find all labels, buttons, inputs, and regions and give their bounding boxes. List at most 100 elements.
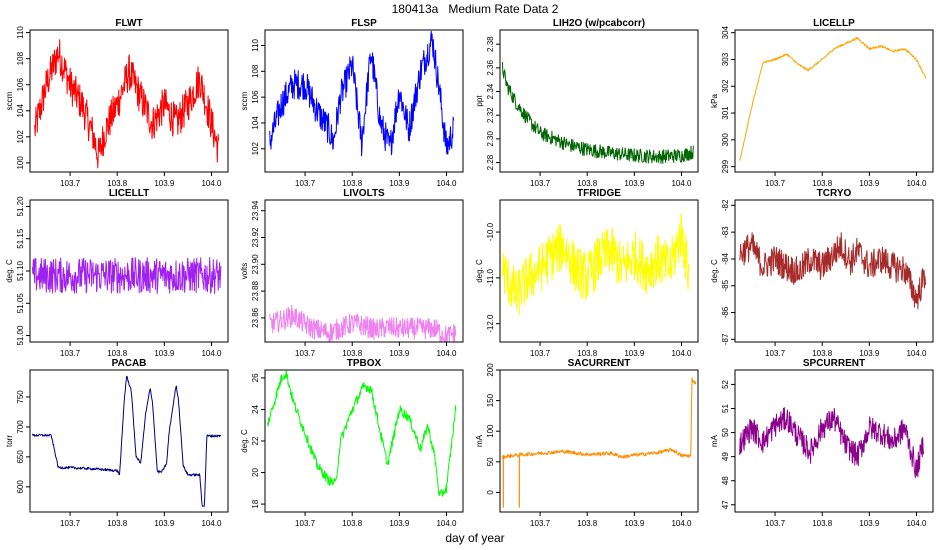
y-axis-label: deg. C: [710, 259, 719, 283]
y-tick-label: 110: [251, 39, 260, 52]
x-tick-label: 103.8: [342, 519, 363, 528]
data-series-line: [501, 377, 697, 459]
x-tick-label: 103.8: [107, 349, 128, 358]
chart-panel-tpbox: TPBOX deg. C 103.7 103.8 103.9 104.0 18 20 22 24 2…: [240, 358, 464, 528]
y-tick-label: 700: [16, 420, 25, 434]
y-tick-label: 0: [486, 490, 495, 495]
x-tick-label: 103.9: [389, 349, 410, 358]
x-tick-label: 104.0: [201, 349, 222, 358]
y-tick-label: -86: [721, 306, 730, 318]
y-tick-label: 52: [721, 379, 730, 388]
page-title: 180413a Medium Rate Data 2: [391, 2, 559, 16]
chart-panel-flsp: FLSP sccm 103.7 103.8 103.9 104.0 102 104 106 108…: [240, 18, 464, 188]
y-axis-label: kPa: [710, 94, 719, 108]
y-tick-label: 300: [721, 133, 730, 147]
plot-frame: [499, 29, 699, 173]
chart-panel-sacurrent: SACURRENT mA 103.7 103.8 103.9 104.0 0 50 100 150…: [475, 358, 699, 528]
y-tick-label: 51.10: [16, 260, 25, 281]
x-tick-label: 103.8: [342, 349, 363, 358]
data-series-line: [269, 305, 457, 342]
chart-panel-tcryo: TCRYO deg. C 103.7 103.8 103.9 104.0 -87 -86 -85…: [710, 188, 934, 358]
x-tick-label: 103.7: [530, 349, 551, 358]
x-tick-label: 103.9: [154, 179, 175, 188]
plot-frame: [499, 369, 699, 513]
x-tick-label: 103.9: [859, 349, 880, 358]
y-tick-label: 48: [721, 476, 730, 485]
y-tick-label: 2.36: [486, 60, 495, 76]
y-axis-label: sccm: [5, 91, 14, 110]
y-tick-label: 2.28: [486, 154, 495, 170]
y-tick-label: 104: [251, 116, 260, 130]
chart-title: SPCURRENT: [803, 358, 865, 369]
y-tick-label: 100: [486, 424, 495, 438]
y-tick-label: 23.92: [251, 227, 260, 248]
x-tick-label: 104.0: [906, 349, 927, 358]
chart-title: TPBOX: [347, 358, 382, 369]
y-tick-label: -87: [721, 333, 730, 345]
x-tick-label: 103.9: [389, 519, 410, 528]
chart-title: PACAB: [112, 358, 147, 369]
y-tick-label: 51.15: [16, 228, 25, 249]
y-tick-label: 18: [251, 499, 260, 508]
y-tick-label: 50: [721, 428, 730, 437]
chart-panel-lih2o-w-pcabcorr: LIH2O (w/pcabcorr) ppt 103.7 103.8 103.9 104.…: [475, 18, 699, 188]
y-tick-label: 106: [16, 77, 25, 91]
chart-panel-licellp: LICELLP kPa 103.7 103.8 103.9 104.0 299 300 301 3…: [710, 18, 934, 188]
data-series-line: [31, 375, 222, 507]
y-axis-label: torr: [5, 435, 14, 447]
plot-frame: [264, 369, 464, 513]
chart-panel-livolts: LIVOLTS volts 103.7 103.8 103.9 104.0 23.86 23.…: [240, 188, 464, 358]
data-series-line: [739, 407, 925, 479]
y-tick-label: 108: [251, 64, 260, 78]
y-tick-label: 47: [721, 500, 730, 509]
chart-panel-pacab: PACAB torr 103.7 103.8 103.9 104.0 600 650 700 75…: [5, 358, 229, 528]
y-tick-label: 104: [16, 104, 25, 118]
y-tick-label: 23.94: [251, 200, 260, 221]
x-tick-label: 103.7: [765, 179, 786, 188]
x-tick-label: 103.8: [107, 519, 128, 528]
y-axis-label: volts: [240, 263, 249, 279]
y-tick-label: 24: [251, 404, 260, 413]
chart-title: FLWT: [115, 18, 142, 29]
y-tick-label: 650: [16, 450, 25, 464]
plot-frame: [264, 29, 464, 173]
y-axis-label: sccm: [240, 91, 249, 110]
x-tick-label: 103.8: [812, 179, 833, 188]
y-tick-label: -10.0: [486, 222, 495, 241]
data-series-line: [501, 213, 690, 316]
y-tick-label: 50: [486, 457, 495, 466]
y-axis-label: mA: [710, 434, 719, 447]
x-tick-label: 103.7: [295, 349, 316, 358]
y-tick-label: 23.90: [251, 254, 260, 275]
chart-title: LICELLP: [813, 18, 855, 29]
y-tick-label: 108: [16, 51, 25, 65]
x-tick-label: 104.0: [436, 179, 457, 188]
y-tick-label: 20: [251, 468, 260, 477]
y-tick-label: 301: [721, 106, 730, 120]
y-tick-label: 200: [486, 363, 495, 377]
x-tick-label: 104.0: [436, 349, 457, 358]
y-tick-label: 150: [486, 393, 495, 407]
x-tick-label: 103.7: [530, 519, 551, 528]
y-tick-label: 299: [721, 159, 730, 173]
chart-title: TCRYO: [817, 188, 852, 199]
y-axis-label: deg. C: [475, 259, 484, 283]
chart-title: FLSP: [351, 18, 377, 29]
data-series-line: [266, 370, 457, 497]
x-tick-label: 104.0: [201, 179, 222, 188]
y-tick-label: 51.05: [16, 293, 25, 314]
x-tick-label: 104.0: [201, 519, 222, 528]
x-tick-label: 103.8: [577, 349, 598, 358]
x-tick-label: 103.7: [530, 179, 551, 188]
y-tick-label: 2.30: [486, 131, 495, 147]
y-tick-label: 22: [251, 436, 260, 445]
plot-frame: [29, 199, 229, 343]
plot-frame: [734, 199, 934, 343]
plot-frame: [734, 29, 934, 173]
chart-title: LICELLT: [109, 188, 149, 199]
x-tick-label: 104.0: [671, 519, 692, 528]
x-tick-label: 103.7: [295, 519, 316, 528]
plot-frame: [734, 369, 934, 513]
y-tick-label: 750: [16, 390, 25, 404]
